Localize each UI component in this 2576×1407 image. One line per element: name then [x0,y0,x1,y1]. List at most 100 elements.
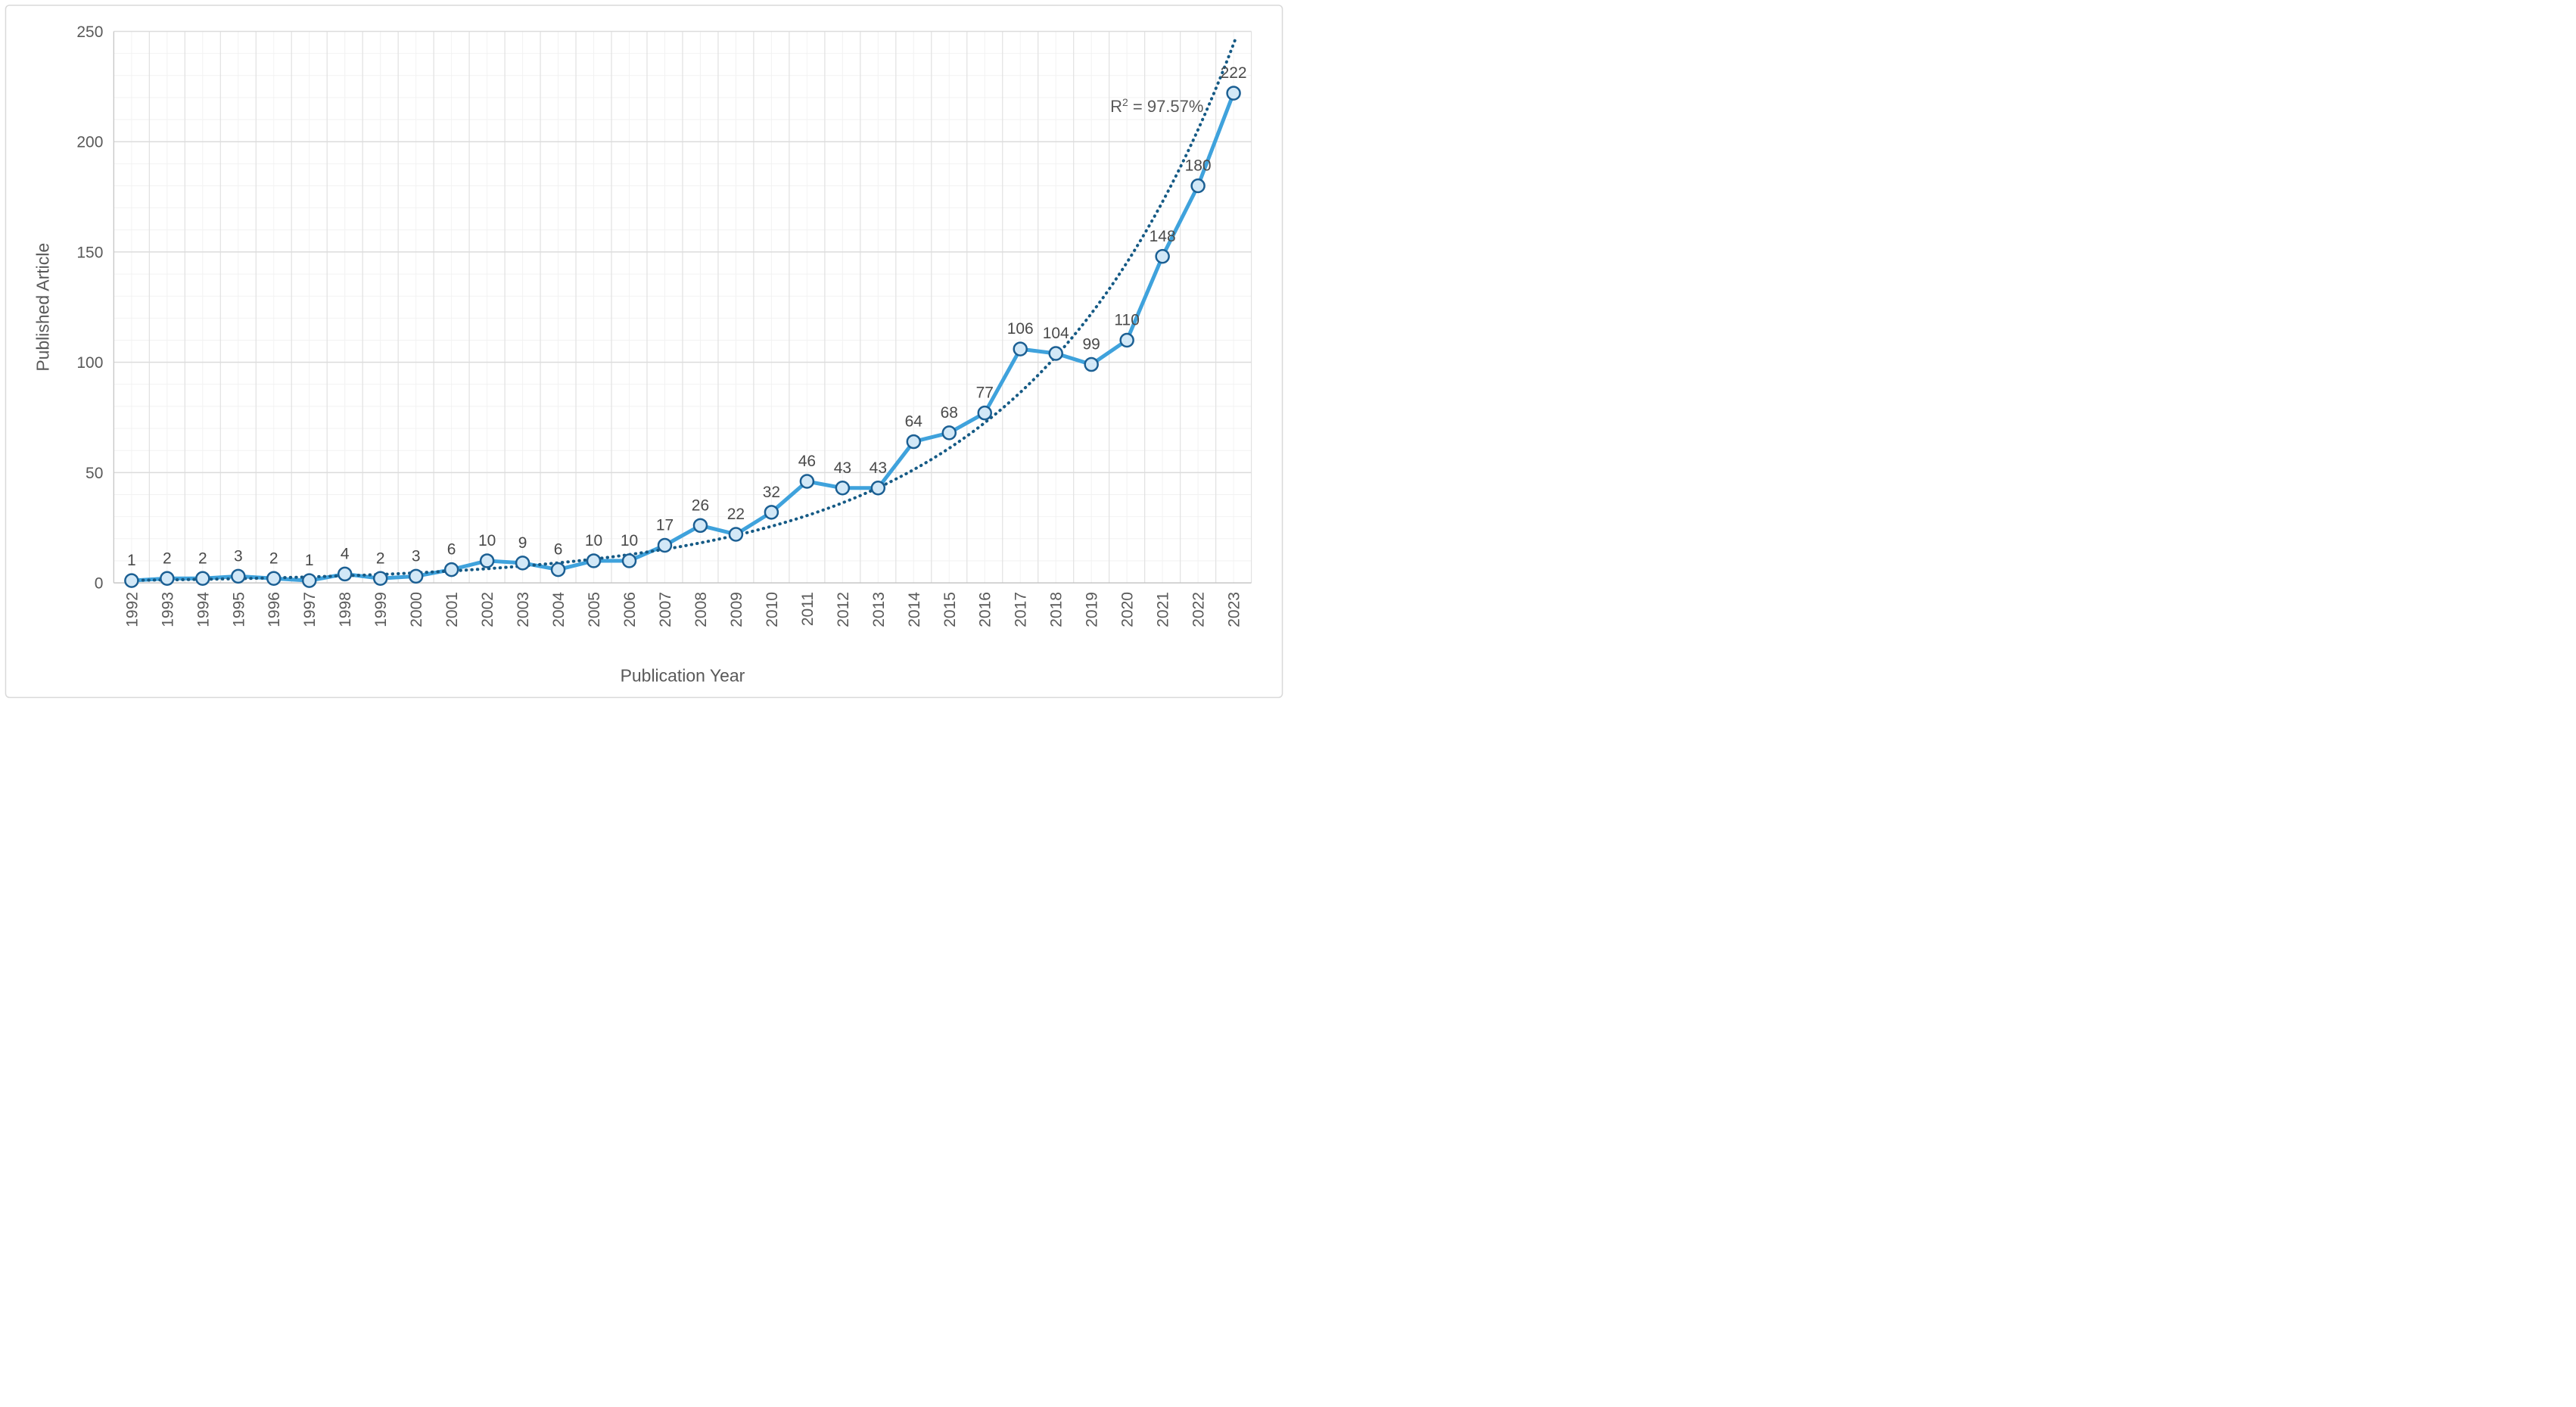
data-label: 148 [1150,228,1176,245]
data-point-marker [550,562,566,577]
data-label: 1 [305,552,314,569]
x-tick-label: 2022 [1190,592,1208,627]
data-point-marker [1048,346,1063,361]
x-axis-tick-labels: 1992 1993 1994 1995 1996 1997 1998 1999 2000 2001… [123,592,1243,627]
data-label: 3 [234,547,243,565]
data-point-marker [515,556,530,571]
x-tick-label: 1996 [266,592,283,627]
y-tick-label: 100 [76,354,103,372]
data-label: 110 [1114,312,1139,329]
data-label: 6 [447,541,456,559]
data-label: 2 [198,549,207,567]
data-point-marker [408,568,424,584]
data-label: 180 [1185,157,1212,174]
x-tick-label: 2003 [515,592,532,627]
x-tick-label: 2013 [870,592,888,627]
data-label: 2 [376,549,385,567]
data-label: 6 [554,541,563,559]
x-tick-label: 1995 [230,592,247,627]
data-label: 222 [1221,64,1247,82]
data-point-marker [195,571,210,587]
data-label: 43 [870,459,887,477]
data-point-marker [799,474,815,489]
x-tick-label: 2015 [941,592,959,627]
data-point-markers [124,86,1241,588]
x-tick-label: 2004 [550,592,568,627]
r-squared-prefix: R [1110,97,1122,116]
y-axis-title: Published Article [33,243,52,372]
data-point-marker [1119,332,1134,348]
data-label: 32 [763,484,780,501]
data-label: 26 [692,496,709,514]
data-label: 1 [127,552,136,569]
data-label: 104 [1043,325,1069,342]
data-label: 2 [269,549,278,567]
data-point-marker [479,553,495,568]
data-label: 106 [1007,320,1034,338]
data-point-marker [301,573,317,588]
x-axis-title: Publication Year [621,666,745,686]
data-point-marker [906,434,922,450]
r-squared-superscript: 2 [1122,96,1128,108]
data-point-marker [372,571,388,587]
data-point-marker [586,553,602,568]
data-label: 64 [905,413,923,431]
y-tick-label: 50 [86,465,103,482]
data-label: 10 [585,532,602,549]
data-label: 17 [656,517,674,534]
chart-page: 1 2 2 3 2 1 4 2 3 6 10 9 6 10 10 17 26 22 32 46 43 43 64 68 77 10… [0,0,1288,703]
data-point-marker [1190,178,1206,194]
data-point-marker [657,537,673,553]
data-point-marker [443,562,459,577]
x-tick-label: 1997 [301,592,319,627]
x-tick-label: 1999 [372,592,390,627]
data-label: 9 [518,534,527,552]
y-tick-label: 150 [76,244,103,261]
data-point-marker [870,481,886,496]
x-tick-label: 2007 [657,592,674,627]
x-tick-label: 2017 [1013,592,1030,627]
x-tick-label: 1992 [123,592,141,627]
data-label: 10 [621,532,638,549]
data-label: 43 [834,459,851,477]
x-tick-label: 2021 [1155,592,1172,627]
data-point-marker [160,571,175,587]
data-point-marker [621,553,637,568]
x-tick-label: 1998 [337,592,354,627]
x-tick-label: 2020 [1119,592,1137,627]
x-tick-label: 1993 [159,592,176,627]
data-point-marker [941,425,957,440]
y-axis-tick-labels: 0 50 100 150 200 250 [76,23,103,593]
data-point-marker [1084,356,1099,372]
data-label: 10 [478,532,496,549]
data-label: 22 [727,506,745,523]
x-tick-label: 2006 [621,592,639,627]
data-point-marker [337,566,353,582]
data-label: 4 [341,545,350,562]
x-tick-label: 2016 [977,592,994,627]
data-label: 46 [798,453,816,470]
data-point-marker [977,405,993,421]
data-label: 99 [1083,336,1100,353]
y-tick-label: 250 [76,23,103,41]
data-point-marker [1155,249,1170,264]
x-tick-label: 2000 [408,592,425,627]
data-label: 68 [941,404,958,422]
data-point-marker [266,571,282,587]
x-tick-label: 2010 [764,592,781,627]
x-tick-label: 2001 [443,592,461,627]
data-point-marker [124,573,139,588]
data-label: 2 [163,549,172,567]
x-tick-label: 2018 [1048,592,1066,627]
x-tick-label: 1994 [194,592,212,627]
r-squared-label: R2 = 97.57% [1110,96,1203,116]
x-tick-label: 2023 [1226,592,1243,627]
r-squared-value: = 97.57% [1128,97,1204,116]
x-tick-label: 2014 [906,592,923,627]
x-tick-label: 2005 [586,592,603,627]
data-point-marker [692,518,708,534]
x-tick-label: 2008 [692,592,710,627]
x-tick-label: 2012 [835,592,852,627]
